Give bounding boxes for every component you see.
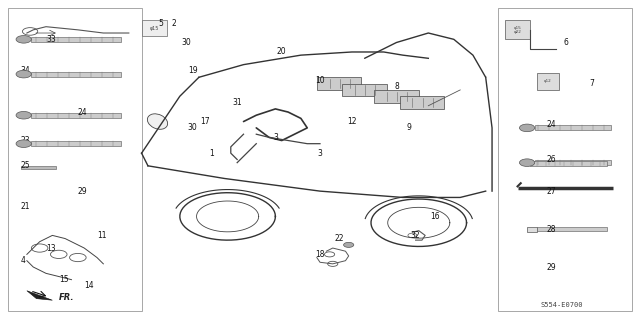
Bar <box>505 20 531 39</box>
Text: 24: 24 <box>78 108 88 116</box>
Text: 7: 7 <box>589 79 594 88</box>
Text: 33: 33 <box>46 35 56 44</box>
Text: 29: 29 <box>78 187 88 196</box>
Text: 19: 19 <box>188 66 197 76</box>
Bar <box>141 20 167 36</box>
Text: 6: 6 <box>564 38 568 47</box>
Text: 21: 21 <box>20 203 30 211</box>
Bar <box>20 166 56 169</box>
Text: 14: 14 <box>84 281 94 291</box>
Text: 30: 30 <box>188 123 197 132</box>
Text: φ15: φ15 <box>150 26 159 31</box>
Bar <box>31 37 120 42</box>
Bar <box>31 71 120 77</box>
Text: 18: 18 <box>316 250 324 259</box>
Circle shape <box>520 124 535 132</box>
Text: 2: 2 <box>171 19 176 28</box>
Text: 9: 9 <box>407 123 412 132</box>
Text: 27: 27 <box>546 187 556 196</box>
Text: FR.: FR. <box>59 293 74 301</box>
Text: 4: 4 <box>20 256 26 265</box>
Circle shape <box>344 242 354 248</box>
Text: 12: 12 <box>347 117 356 126</box>
Text: 17: 17 <box>200 117 210 126</box>
Bar <box>374 90 419 103</box>
Text: 3: 3 <box>273 133 278 142</box>
Text: 5: 5 <box>158 19 163 28</box>
Text: 22: 22 <box>334 234 344 243</box>
Text: 1: 1 <box>209 149 214 158</box>
Text: 24: 24 <box>546 120 556 129</box>
Text: 26: 26 <box>546 155 556 164</box>
Text: 20: 20 <box>277 48 287 56</box>
Bar <box>537 72 559 90</box>
Bar <box>31 141 120 146</box>
Text: 34: 34 <box>20 66 30 76</box>
Text: 10: 10 <box>315 76 325 85</box>
Bar <box>31 113 120 118</box>
Text: 16: 16 <box>430 212 440 221</box>
Text: 32: 32 <box>411 231 420 240</box>
Bar <box>535 160 611 165</box>
Text: 23: 23 <box>20 136 30 145</box>
Text: 30: 30 <box>181 38 191 47</box>
Text: φ15
φ22: φ15 φ22 <box>514 26 522 34</box>
Polygon shape <box>27 291 52 300</box>
Text: 15: 15 <box>59 275 68 284</box>
Bar <box>342 84 387 96</box>
Circle shape <box>16 111 31 119</box>
Bar <box>317 77 362 90</box>
Bar <box>499 8 632 311</box>
Bar <box>535 125 611 130</box>
Text: 11: 11 <box>97 231 106 240</box>
Circle shape <box>16 70 31 78</box>
Text: S554-E0700: S554-E0700 <box>541 302 584 308</box>
Bar <box>531 161 607 166</box>
Ellipse shape <box>147 114 168 129</box>
Text: 28: 28 <box>547 225 556 234</box>
Circle shape <box>16 35 31 43</box>
Bar <box>8 8 141 311</box>
Circle shape <box>520 159 535 167</box>
Circle shape <box>16 140 31 147</box>
Text: 3: 3 <box>317 149 323 158</box>
Bar <box>399 96 444 109</box>
Text: 29: 29 <box>546 263 556 271</box>
Bar <box>537 227 607 231</box>
Text: 8: 8 <box>394 82 399 91</box>
Text: 25: 25 <box>20 161 30 170</box>
Text: 31: 31 <box>232 98 242 107</box>
Bar <box>527 226 537 232</box>
Text: φ12: φ12 <box>543 79 552 83</box>
Text: 13: 13 <box>46 243 56 253</box>
